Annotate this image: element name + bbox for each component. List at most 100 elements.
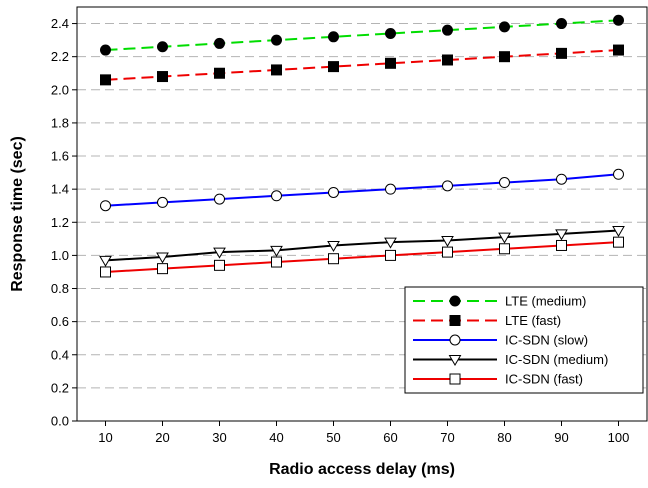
y-tick-label: 1.4	[51, 182, 69, 197]
data-point	[499, 21, 510, 33]
data-point	[556, 173, 567, 185]
x-tick-label: 20	[155, 430, 169, 445]
legend-marker	[449, 334, 461, 346]
data-point	[328, 186, 339, 198]
data-point	[385, 57, 396, 69]
data-point	[157, 263, 168, 275]
data-point	[213, 247, 226, 259]
y-tick-label: 0.8	[51, 281, 69, 296]
data-point	[214, 67, 225, 79]
y-tick-label: 2.2	[51, 49, 69, 64]
data-point	[441, 235, 454, 247]
legend: LTE (medium) LTE (fast) IC-SDN (slow) IC-SD…	[404, 286, 644, 394]
x-tick-label: 80	[497, 430, 511, 445]
data-point	[555, 229, 568, 241]
y-tick-label: 2.4	[51, 16, 69, 31]
gridlines	[77, 23, 647, 389]
data-point	[385, 183, 396, 195]
series-group	[99, 14, 625, 278]
x-tick-label: 100	[608, 430, 630, 445]
data-point	[613, 236, 624, 248]
legend-label: LTE (medium)	[505, 294, 586, 309]
y-tick-label: 1.0	[51, 248, 69, 263]
data-point	[271, 64, 282, 76]
data-point	[100, 200, 111, 212]
series-line	[105, 229, 619, 262]
series-lte-medium	[100, 14, 624, 56]
x-tick-label: 30	[212, 430, 226, 445]
data-point	[157, 71, 168, 83]
y-tick-label: 0.6	[51, 314, 69, 329]
data-point	[499, 177, 510, 189]
data-point	[385, 27, 396, 39]
data-point	[556, 47, 567, 59]
x-tick-label: 60	[383, 430, 397, 445]
series-ic-sdn-slow	[100, 168, 624, 212]
data-point	[270, 245, 283, 257]
series-line	[105, 173, 619, 207]
series-line	[105, 49, 619, 81]
y-tick-label: 2.0	[51, 82, 69, 97]
data-point	[384, 237, 397, 249]
data-point	[156, 252, 169, 264]
x-axis-title: Radio access delay (ms)	[269, 461, 455, 478]
y-tick-label: 0.2	[51, 380, 69, 395]
data-point	[157, 196, 168, 208]
x-tick-label: 10	[98, 430, 112, 445]
x-tick-label: 50	[326, 430, 340, 445]
plot-area-frame	[76, 6, 648, 422]
axis-ticks: 0.0 0.2 0.4 0.6 0.8 1.0 1.2 1.4 1.6 1.8 2.0 2.2 2.4 1…	[51, 16, 629, 445]
data-point	[100, 74, 111, 86]
data-point	[157, 41, 168, 53]
y-tick-label: 0.4	[51, 347, 69, 362]
data-point	[328, 31, 339, 43]
data-point	[612, 226, 625, 238]
legend-item: LTE (fast)	[413, 313, 561, 328]
data-point	[328, 253, 339, 265]
series-ic-sdn-fast	[100, 236, 624, 278]
y-axis-title: Response time (sec)	[9, 136, 26, 292]
y-tick-label: 0.0	[51, 414, 69, 429]
data-point	[214, 37, 225, 49]
series-line	[105, 241, 619, 273]
data-point	[99, 255, 112, 267]
data-point	[327, 240, 340, 252]
data-point	[442, 246, 453, 258]
data-point	[613, 44, 624, 56]
y-tick-label: 1.6	[51, 149, 69, 164]
legend-label: IC-SDN (slow)	[505, 333, 588, 348]
data-point	[498, 232, 511, 244]
x-tick-label: 90	[554, 430, 568, 445]
legend-item: IC-SDN (medium)	[413, 352, 608, 367]
data-point	[100, 44, 111, 56]
data-point	[385, 249, 396, 261]
x-tick-label: 70	[440, 430, 454, 445]
legend-item: IC-SDN (slow)	[413, 333, 588, 348]
data-point	[499, 51, 510, 63]
data-point	[499, 243, 510, 255]
y-tick-label: 1.8	[51, 115, 69, 130]
y-tick-label: 1.2	[51, 215, 69, 230]
x-tick-label: 40	[269, 430, 283, 445]
legend-item: LTE (medium)	[413, 294, 586, 309]
data-point	[442, 24, 453, 36]
legend-label: IC-SDN (fast)	[505, 372, 583, 387]
legend-marker	[449, 315, 461, 326]
legend-label: LTE (fast)	[505, 313, 561, 328]
legend-label: IC-SDN (medium)	[505, 352, 608, 367]
data-point	[613, 168, 624, 180]
data-point	[613, 14, 624, 26]
series-lte-fast	[100, 44, 624, 86]
data-point	[214, 193, 225, 205]
legend-item: IC-SDN (fast)	[413, 372, 583, 387]
data-point	[328, 61, 339, 73]
series-line	[105, 19, 619, 52]
data-point	[556, 239, 567, 251]
data-point	[442, 180, 453, 192]
series-ic-sdn-medium	[99, 226, 625, 267]
data-point	[271, 34, 282, 46]
data-point	[271, 190, 282, 202]
legend-marker	[448, 355, 462, 366]
data-point	[214, 259, 225, 271]
